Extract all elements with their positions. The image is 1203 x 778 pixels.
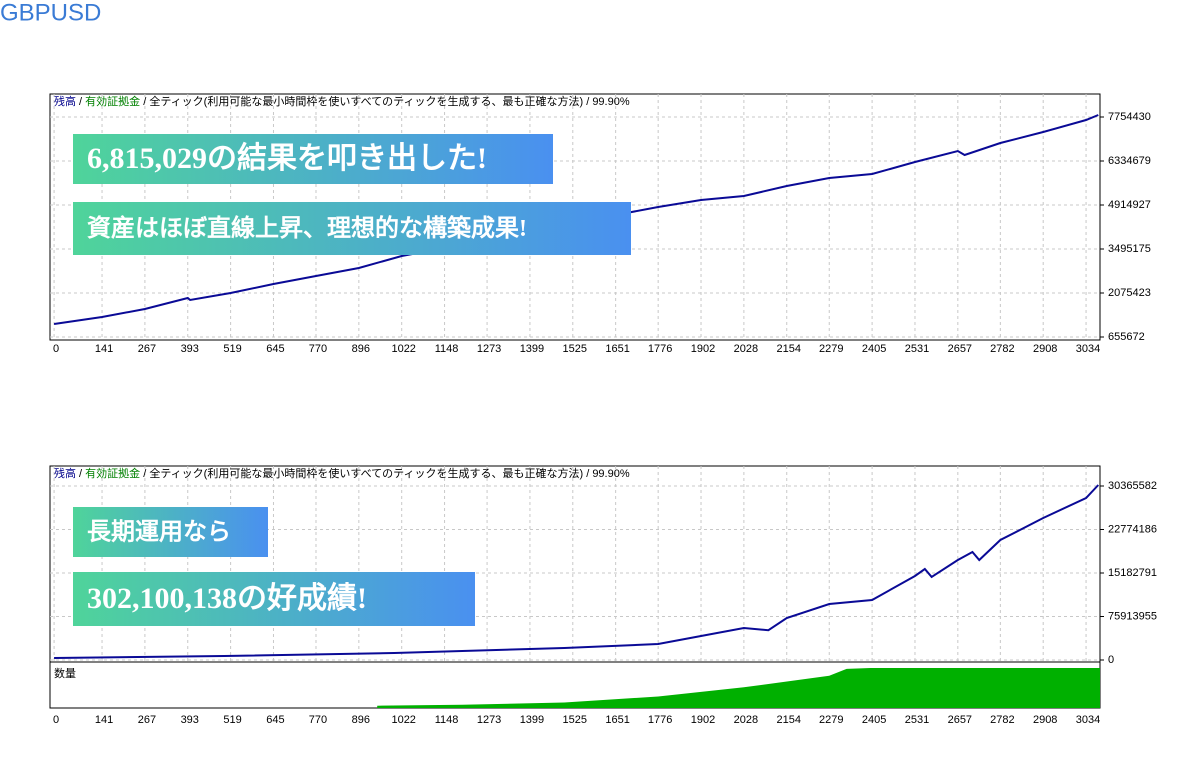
x-tick-label: 1022 [391,714,415,726]
y-tick-label: 655672 [1108,331,1145,343]
x-tick-label: 770 [309,343,327,355]
x-tick-label: 1902 [691,343,715,355]
annotation: 資産はほぼ直線上昇、理想的な構築成果! [87,214,527,242]
y-tick-label: 30365582 [1108,480,1157,492]
y-tick-label: 7754430 [1108,111,1151,123]
x-tick-label: 393 [181,714,199,726]
header-item: 99.90% [592,468,630,480]
y-tick-label: 6334679 [1108,155,1151,167]
y-tick-label: 75913955 [1108,610,1157,622]
x-tick-label: 896 [352,343,370,355]
x-tick-label: 2782 [990,714,1014,726]
x-tick-label: 519 [223,714,241,726]
x-tick-label: 1776 [648,343,672,355]
x-tick-label: 1399 [520,343,544,355]
header-item: 有効証拠金 [85,94,140,108]
x-tick-label: 2531 [905,343,929,355]
y-tick-label: 15182791 [1108,567,1157,579]
x-tick-label: 0 [53,343,59,355]
x-tick-label: 393 [181,343,199,355]
header-separator: / [583,96,592,108]
x-tick-label: 770 [309,714,327,726]
x-tick-label: 645 [266,343,284,355]
plot-frame [49,465,1101,663]
annotation-box [73,202,631,255]
x-tick-label: 2908 [1033,714,1057,726]
header-item: 有効証拠金 [85,466,140,480]
x-tick-label: 0 [53,714,59,726]
x-tick-label: 1399 [520,714,544,726]
x-tick-label: 2531 [905,714,929,726]
header-item: 99.90% [592,96,630,108]
x-tick-label: 267 [138,343,156,355]
annotation: 長期運用なら [87,519,231,546]
x-tick-label: 141 [95,714,113,726]
x-tick-label: 2154 [776,343,800,355]
x-tick-label: 141 [95,343,113,355]
x-tick-label: 1148 [435,714,459,726]
x-tick-label: 1776 [648,714,672,726]
x-tick-label: 2782 [990,343,1014,355]
header-separator: / [76,468,85,480]
annotation: 302,100,138の好成績! [87,582,367,615]
x-tick-label: 519 [223,343,241,355]
y-tick-label: 22774186 [1108,523,1157,535]
x-tick-label: 2405 [862,714,886,726]
y-tick-label: 0 [1108,654,1114,666]
y-tick-label: 3495175 [1108,243,1151,255]
x-tick-label: 2657 [948,714,972,726]
x-tick-label: 896 [352,714,370,726]
annotation-box [73,134,553,184]
chart-header: 残高 / 有効証拠金 / 全ティック(利用可能な最小時間枠を使いすべてのティック… [54,94,630,108]
header-separator: / [583,468,592,480]
annotation-box [73,572,475,626]
panel-label: 数量 [54,667,76,680]
header-item: 残高 [54,466,76,480]
annotation: 6,815,029の結果を叩き出した! [87,141,487,175]
x-tick-label: 1525 [563,343,587,355]
x-tick-label: 645 [266,714,284,726]
x-tick-label: 2028 [734,343,758,355]
balance-line [54,484,1100,659]
x-tick-label: 2279 [819,714,843,726]
header-item: 全ティック(利用可能な最小時間枠を使いすべてのティックを生成する、最も正確な方法… [149,94,583,108]
x-tick-label: 3034 [1076,343,1100,355]
x-tick-label: 1651 [605,343,629,355]
header-item: 残高 [54,94,76,108]
x-tick-label: 2657 [948,343,972,355]
x-tick-label: 267 [138,714,156,726]
x-tick-label: 1273 [477,343,501,355]
annotation-box [73,507,268,557]
header-item: 全ティック(利用可能な最小時間枠を使いすべてのティックを生成する、最も正確な方法… [149,466,583,480]
x-tick-label: 2279 [819,343,843,355]
x-tick-label: 3034 [1076,714,1100,726]
volume-area [377,667,1100,708]
x-tick-label: 1148 [435,343,459,355]
page-title: GBPUSD [0,0,101,26]
x-tick-label: 1902 [691,714,715,726]
x-tick-label: 1022 [391,343,415,355]
x-tick-label: 2028 [734,714,758,726]
x-tick-label: 2908 [1033,343,1057,355]
header-separator: / [140,468,149,480]
x-tick-label: 1651 [605,714,629,726]
chart-header: 残高 / 有効証拠金 / 全ティック(利用可能な最小時間枠を使いすべてのティック… [54,466,630,480]
x-tick-label: 1525 [563,714,587,726]
x-tick-label: 1273 [477,714,501,726]
x-tick-label: 2154 [776,714,800,726]
y-tick-label: 2075423 [1108,287,1151,299]
y-tick-label: 4914927 [1108,199,1151,211]
header-separator: / [140,96,149,108]
header-separator: / [76,96,85,108]
x-tick-label: 2405 [862,343,886,355]
